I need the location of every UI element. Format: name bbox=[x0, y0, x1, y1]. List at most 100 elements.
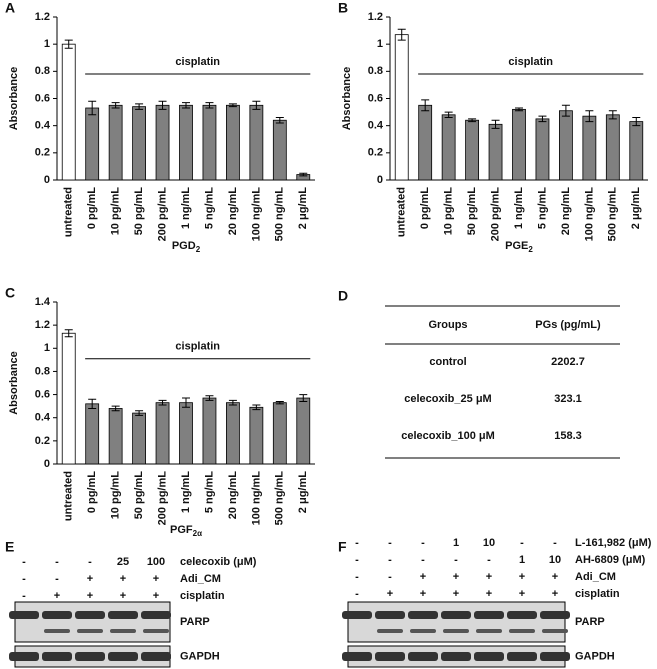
error-bar bbox=[444, 111, 453, 119]
bar bbox=[132, 106, 146, 181]
annotation: cisplatin bbox=[175, 341, 220, 353]
condition-mark: - bbox=[487, 554, 491, 566]
x-axis-label-sub: 2 bbox=[528, 245, 533, 254]
bar bbox=[108, 408, 123, 465]
blot-band bbox=[540, 611, 570, 619]
x-axis-label-main: PGE bbox=[505, 240, 528, 252]
blot-band bbox=[9, 611, 39, 619]
annotation: cisplatin bbox=[508, 56, 553, 68]
x-tick-label: 200 pg/mL bbox=[156, 471, 168, 526]
y-axis-label: Absorbance bbox=[8, 67, 20, 131]
x-tick-label: untreated bbox=[63, 471, 75, 521]
blot-band bbox=[507, 611, 537, 619]
error-bar bbox=[252, 404, 261, 411]
x-tick-label: untreated bbox=[63, 187, 75, 237]
panel-label: F bbox=[338, 539, 347, 555]
x-tick-label: 5 ng/mL bbox=[203, 187, 215, 229]
y-tick-label: 0 bbox=[44, 458, 50, 470]
condition-mark: + bbox=[486, 571, 492, 583]
error-bar bbox=[491, 119, 500, 129]
x-tick-label: 500 ng/mL bbox=[274, 471, 286, 526]
y-tick-label: 1 bbox=[377, 38, 383, 50]
error-bar bbox=[397, 28, 406, 41]
error-bar bbox=[228, 103, 237, 108]
y-tick-label: 1 bbox=[44, 38, 50, 50]
condition-mark: - bbox=[88, 556, 92, 568]
condition-mark: + bbox=[453, 571, 459, 583]
error-bar bbox=[275, 117, 284, 124]
condition-mark: + bbox=[153, 573, 159, 585]
bar bbox=[132, 412, 146, 465]
error-bar bbox=[608, 110, 617, 120]
condition-mark: + bbox=[519, 571, 525, 583]
bar bbox=[559, 110, 573, 181]
condition-mark: - bbox=[421, 554, 425, 566]
x-tick-label: 50 pg/mL bbox=[133, 471, 145, 520]
condition-mark: - bbox=[388, 571, 392, 583]
x-axis-label: PGD2 bbox=[172, 240, 201, 254]
error-bar bbox=[205, 395, 214, 401]
error-bar bbox=[182, 102, 190, 109]
condition-mark: - bbox=[55, 573, 59, 585]
error-bar bbox=[158, 399, 167, 406]
x-tick-label: 10 pg/mL bbox=[110, 471, 122, 520]
x-tick-label: 0 pg/mL bbox=[86, 187, 98, 229]
bar bbox=[605, 114, 620, 181]
x-tick-label: 0 pg/mL bbox=[419, 187, 431, 229]
error-bar bbox=[299, 172, 308, 177]
blot-band bbox=[408, 611, 438, 619]
condition-mark: - bbox=[520, 537, 524, 549]
blot-band bbox=[342, 611, 372, 619]
blot-band bbox=[375, 652, 405, 661]
x-axis-label-sub: 2 bbox=[196, 245, 201, 254]
blot-band bbox=[507, 652, 537, 661]
blot-image bbox=[347, 601, 566, 643]
condition-mark: + bbox=[519, 588, 525, 600]
condition-mark: + bbox=[120, 573, 126, 585]
y-tick-label: 0.8 bbox=[35, 65, 50, 77]
blot-band bbox=[342, 652, 372, 661]
bar bbox=[441, 114, 456, 181]
bar bbox=[61, 43, 76, 181]
row-label: Adi_CM bbox=[180, 573, 221, 585]
condition-mark: - bbox=[22, 556, 26, 568]
row-label: celecoxib (μM) bbox=[180, 556, 257, 568]
error-bar bbox=[88, 100, 97, 116]
error-bar bbox=[64, 329, 73, 338]
blot-band bbox=[141, 652, 171, 661]
bar bbox=[535, 118, 550, 181]
x-tick-label: 20 ng/mL bbox=[227, 187, 239, 236]
x-tick-label: 50 pg/mL bbox=[133, 187, 145, 236]
error-bar bbox=[64, 39, 73, 49]
y-tick-label: 0 bbox=[44, 174, 50, 186]
blot-band bbox=[44, 629, 70, 633]
x-tick-label: 5 ng/mL bbox=[203, 471, 215, 513]
error-bar bbox=[585, 110, 594, 123]
condition-mark: - bbox=[388, 554, 392, 566]
bar bbox=[179, 104, 193, 181]
condition-mark: + bbox=[387, 588, 393, 600]
panel-label: C bbox=[5, 285, 15, 301]
error-bar bbox=[515, 107, 523, 112]
y-tick-label: 0.2 bbox=[35, 147, 50, 159]
condition-mark: - bbox=[22, 573, 26, 585]
table-cell: celecoxib_25 μM bbox=[404, 393, 491, 405]
bar bbox=[272, 402, 287, 465]
bar bbox=[108, 104, 123, 181]
error-bar bbox=[135, 410, 144, 416]
x-tick-label: 0 pg/mL bbox=[86, 471, 98, 513]
x-tick-label: 10 pg/mL bbox=[443, 187, 455, 236]
blot-band bbox=[42, 611, 72, 619]
row-label: cisplatin bbox=[180, 590, 225, 602]
x-tick-label: 200 pg/mL bbox=[489, 187, 501, 242]
table-cell: celecoxib_100 μM bbox=[401, 430, 495, 442]
x-tick-label: 1 ng/mL bbox=[513, 187, 525, 229]
condition-mark: + bbox=[552, 571, 558, 583]
error-bar bbox=[468, 118, 477, 123]
bar bbox=[249, 406, 264, 465]
condition-mark: 1 bbox=[453, 537, 459, 549]
blot-band bbox=[441, 611, 471, 619]
x-tick-label: untreated bbox=[396, 187, 408, 237]
bar bbox=[272, 119, 287, 181]
error-bar bbox=[538, 115, 547, 123]
